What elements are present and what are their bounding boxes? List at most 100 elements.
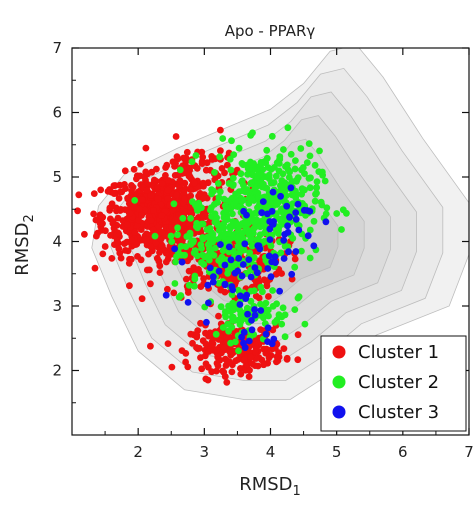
- data-point: [237, 170, 245, 178]
- data-point: [294, 331, 302, 339]
- data-point: [229, 174, 237, 182]
- data-point: [143, 186, 151, 194]
- data-point: [199, 179, 207, 187]
- data-point: [221, 280, 229, 288]
- data-point: [116, 188, 124, 196]
- data-point: [225, 197, 233, 205]
- data-point: [224, 161, 231, 169]
- data-point: [193, 219, 201, 227]
- data-point: [182, 208, 189, 216]
- data-point: [215, 312, 222, 320]
- data-point: [215, 267, 223, 275]
- data-point: [209, 340, 216, 348]
- data-point: [193, 203, 201, 211]
- data-point: [191, 275, 199, 283]
- data-point: [283, 202, 291, 210]
- data-point: [115, 245, 123, 253]
- data-point: [267, 200, 275, 208]
- data-point: [316, 147, 323, 155]
- data-point: [221, 261, 229, 269]
- data-point: [294, 200, 302, 208]
- data-point: [223, 379, 231, 386]
- data-point: [101, 243, 109, 250]
- data-point: [282, 163, 289, 170]
- data-point: [313, 178, 321, 186]
- data-point: [251, 311, 259, 319]
- data-point: [142, 236, 150, 244]
- data-point: [117, 254, 125, 262]
- data-point: [90, 210, 97, 218]
- data-point: [97, 186, 105, 194]
- data-point: [189, 198, 196, 206]
- data-point: [202, 329, 209, 337]
- data-point: [191, 179, 198, 187]
- y-axis-title: RMSD2: [12, 214, 37, 276]
- data-point: [168, 363, 176, 371]
- data-point: [278, 177, 286, 184]
- data-point: [238, 230, 246, 237]
- data-point: [262, 299, 270, 307]
- data-point: [253, 236, 261, 244]
- data-point: [256, 223, 264, 231]
- data-point: [134, 221, 142, 229]
- data-point: [183, 148, 191, 156]
- data-point: [162, 291, 170, 299]
- data-point: [294, 294, 302, 302]
- x-tick-label: 7: [464, 443, 474, 461]
- data-point: [197, 283, 205, 290]
- data-point: [152, 239, 160, 247]
- data-point: [163, 161, 171, 169]
- data-point: [184, 164, 192, 172]
- y-tick-label: 2: [52, 362, 62, 380]
- data-point: [131, 197, 139, 204]
- data-point: [291, 165, 299, 173]
- data-point: [285, 248, 292, 256]
- data-point: [305, 174, 313, 182]
- data-point: [219, 135, 227, 142]
- data-point: [211, 210, 219, 218]
- data-point: [248, 326, 256, 334]
- data-point: [109, 218, 117, 225]
- data-point: [248, 242, 256, 250]
- data-point: [303, 159, 311, 167]
- data-point: [287, 150, 295, 158]
- data-point: [153, 254, 161, 262]
- legend-label: Cluster 2: [358, 372, 439, 393]
- data-point: [298, 247, 305, 255]
- data-point: [99, 250, 107, 258]
- data-point: [176, 166, 184, 174]
- data-point: [263, 278, 271, 286]
- data-point: [156, 262, 164, 270]
- data-point: [204, 281, 212, 289]
- data-point: [126, 209, 134, 217]
- data-point: [311, 197, 319, 205]
- data-point: [306, 226, 314, 234]
- data-point: [333, 210, 341, 217]
- data-point: [240, 207, 248, 215]
- data-point: [102, 227, 109, 235]
- x-tick-label: 2: [133, 443, 143, 461]
- data-point: [240, 339, 247, 347]
- data-point: [199, 235, 207, 243]
- data-point: [310, 242, 318, 250]
- data-point: [162, 172, 169, 179]
- data-point: [267, 352, 275, 359]
- data-point: [209, 278, 217, 286]
- data-point: [248, 195, 256, 203]
- data-point: [254, 362, 262, 370]
- data-point: [258, 209, 266, 217]
- data-point: [259, 198, 267, 206]
- data-point: [265, 312, 272, 320]
- data-point: [312, 190, 319, 198]
- data-point: [182, 154, 190, 162]
- data-point: [306, 254, 314, 262]
- data-point: [267, 273, 275, 281]
- data-point: [275, 230, 282, 237]
- data-point: [186, 172, 193, 179]
- data-point: [300, 206, 308, 214]
- data-point: [219, 247, 227, 255]
- data-point: [203, 159, 211, 167]
- data-point: [265, 252, 273, 260]
- data-point: [81, 230, 88, 238]
- data-point: [318, 201, 326, 209]
